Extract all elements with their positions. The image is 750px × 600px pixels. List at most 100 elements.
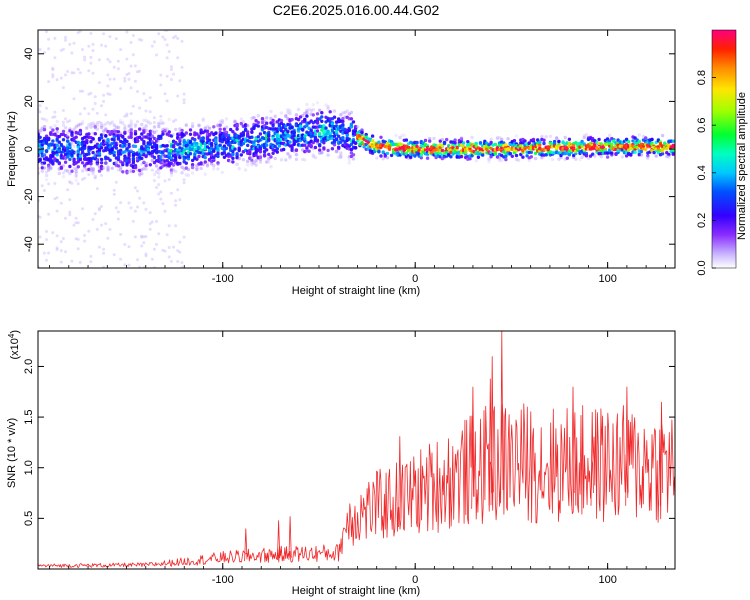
spectrogram-cell — [87, 112, 91, 116]
spectrogram-cell — [44, 178, 49, 182]
spectrogram-cell — [201, 118, 205, 122]
spectrogram-cell — [91, 42, 95, 46]
spectrogram-cell — [133, 144, 138, 149]
spectrogram-cell — [53, 124, 57, 128]
spectrogram-cell — [133, 235, 137, 239]
spectrogram-cell — [161, 121, 165, 125]
spectrogram-cell — [337, 146, 341, 150]
spectrogram-cell — [55, 246, 59, 250]
spectrogram-cell — [567, 137, 572, 141]
spectrogram-cell — [106, 167, 110, 171]
spectrogram-cell — [78, 122, 83, 126]
spectrogram-cell — [136, 258, 139, 262]
spectrogram-cell — [197, 154, 201, 159]
spectrogram-cell — [256, 114, 260, 118]
spectrogram-cell — [341, 136, 345, 141]
spectrogram-cell — [290, 117, 294, 122]
spectrogram-cell — [646, 154, 650, 158]
spectrogram-cell — [220, 118, 224, 123]
spectrogram-cell — [74, 237, 78, 241]
spectrogram-cell — [148, 96, 152, 100]
spectrogram-cell — [201, 117, 205, 121]
spectrogram-cell — [205, 129, 210, 133]
spectrogram-cell — [584, 133, 589, 137]
spectrogram-cell — [163, 38, 167, 41]
spectrogram-cell — [53, 132, 57, 136]
spectrogram-cell — [68, 210, 72, 214]
spectrogram-cell — [161, 35, 165, 39]
spectrogram-cell — [273, 144, 277, 149]
spectrogram-cell — [284, 114, 288, 119]
spectrogram-cell — [167, 246, 171, 249]
spectrogram-cell — [320, 115, 324, 119]
spectrogram-cell — [38, 235, 42, 239]
spectrogram-cell — [258, 160, 263, 164]
spectrogram-cell — [341, 119, 345, 124]
spectrogram-cell — [233, 119, 237, 123]
spectrogram-cell — [176, 249, 180, 253]
spectrogram-cell — [525, 154, 529, 158]
spectrogram-cell — [64, 117, 67, 121]
snr-x-label: Height of straight line (km) — [292, 585, 420, 597]
spectrogram-cell — [99, 124, 104, 128]
spectrogram-cell — [74, 174, 78, 178]
spectrogram-cell — [362, 145, 366, 149]
spectrogram-cell — [176, 188, 180, 192]
spectrogram-cell — [76, 123, 80, 127]
spectrogram-cell — [271, 123, 275, 128]
spectrogram-cell — [89, 162, 93, 166]
spectrogram-cell — [387, 147, 392, 151]
spectrogram-cell — [320, 150, 324, 155]
spectrogram-cell — [106, 168, 110, 173]
spectrogram-cell — [93, 132, 97, 136]
spectrogram-cell — [195, 143, 199, 147]
spectrogram-cell — [279, 111, 284, 115]
spectrogram-cell — [42, 51, 46, 54]
spectrogram-cell — [108, 158, 112, 162]
spectrogram-cell — [108, 228, 112, 231]
spectrogram-cell — [265, 148, 269, 152]
spectrogram-cell — [347, 158, 351, 162]
spectrogram-cell — [53, 115, 57, 119]
spectrogram-cell — [224, 117, 229, 121]
spectrogram-cell — [349, 117, 354, 121]
spectrogram-cell — [216, 167, 220, 171]
spectrogram-cell — [38, 128, 42, 133]
spectrogram-cell — [633, 136, 637, 140]
snr-y-label: SNR (10 * v/v) — [6, 418, 18, 488]
spectrogram-cell — [106, 120, 110, 124]
spectrogram-cell — [66, 188, 70, 192]
spectrogram-cell — [144, 167, 148, 171]
spectrogram-cell — [231, 156, 235, 160]
spectrogram-cell — [624, 137, 629, 141]
spectrogram-cell — [95, 123, 100, 127]
spectrogram-cell — [129, 112, 133, 116]
spectrogram-cell — [47, 212, 51, 216]
spectrogram-cell — [252, 140, 256, 144]
spectrogram-cell — [315, 121, 320, 125]
spectrogram-cell — [116, 130, 121, 134]
spectrogram-cell — [330, 147, 335, 151]
spectrogram-cell — [72, 144, 76, 148]
spectrogram-cell — [260, 117, 265, 121]
spectrogram-cell — [258, 147, 263, 151]
spectrogram-cell — [95, 121, 99, 125]
spectrogram-cell — [218, 119, 222, 124]
spectrogram-cell — [167, 224, 171, 228]
spectrogram-cell — [121, 121, 125, 125]
spectrogram-cell — [125, 114, 129, 118]
spectrogram-cell — [61, 164, 66, 168]
spectrogram-cell — [102, 100, 106, 103]
spectrogram-cell — [256, 120, 260, 125]
spectrogram-cell — [83, 166, 87, 170]
spectrogram-cell — [593, 144, 597, 148]
spectrogram-cell — [269, 165, 273, 169]
spectrogram-cell — [195, 167, 199, 172]
spectrogram-cell — [497, 135, 502, 140]
spectrogram-cell — [404, 152, 409, 156]
spectrogram-cell — [582, 134, 586, 138]
spectrogram-cell — [49, 126, 53, 130]
spectrogram-cell — [239, 121, 243, 126]
spectrogram-cell — [440, 156, 445, 161]
spectrogram-cell — [42, 152, 46, 156]
